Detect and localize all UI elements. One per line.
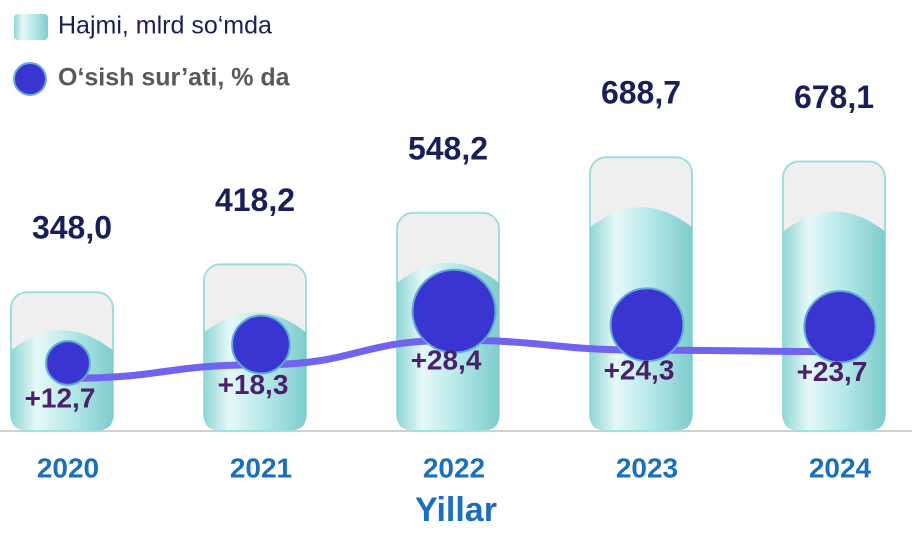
x-tick-label: 2024 [809, 452, 872, 483]
growth-label: +28,4 [411, 345, 482, 376]
growth-label: +12,7 [25, 383, 96, 414]
value-label: 348,0 [32, 210, 112, 246]
growth-bubble [411, 268, 497, 354]
value-label: 418,2 [215, 182, 295, 218]
x-axis-label: Yillar [415, 491, 497, 529]
growth-bubble [609, 287, 685, 363]
legend-label: O‘sish sur’ati, % da [58, 64, 291, 92]
legend-label: Hajmi, mlrd so‘mda [58, 12, 272, 40]
growth-bubble [45, 340, 91, 386]
legend-swatch [14, 14, 48, 40]
growth-label: +23,7 [797, 356, 868, 387]
value-label: 688,7 [601, 75, 681, 111]
growth-label: +24,3 [604, 355, 675, 386]
x-tick-label: 2023 [616, 452, 678, 483]
value-label: 678,1 [794, 79, 874, 115]
growth-bubble [231, 314, 291, 375]
growth-label: +18,3 [218, 369, 289, 400]
x-tick-label: 2020 [37, 452, 99, 483]
legend-swatch [13, 62, 47, 96]
x-tick-label: 2022 [423, 452, 485, 483]
x-tick-label: 2021 [230, 452, 292, 483]
growth-bubble [803, 290, 877, 364]
value-label: 548,2 [408, 130, 488, 166]
